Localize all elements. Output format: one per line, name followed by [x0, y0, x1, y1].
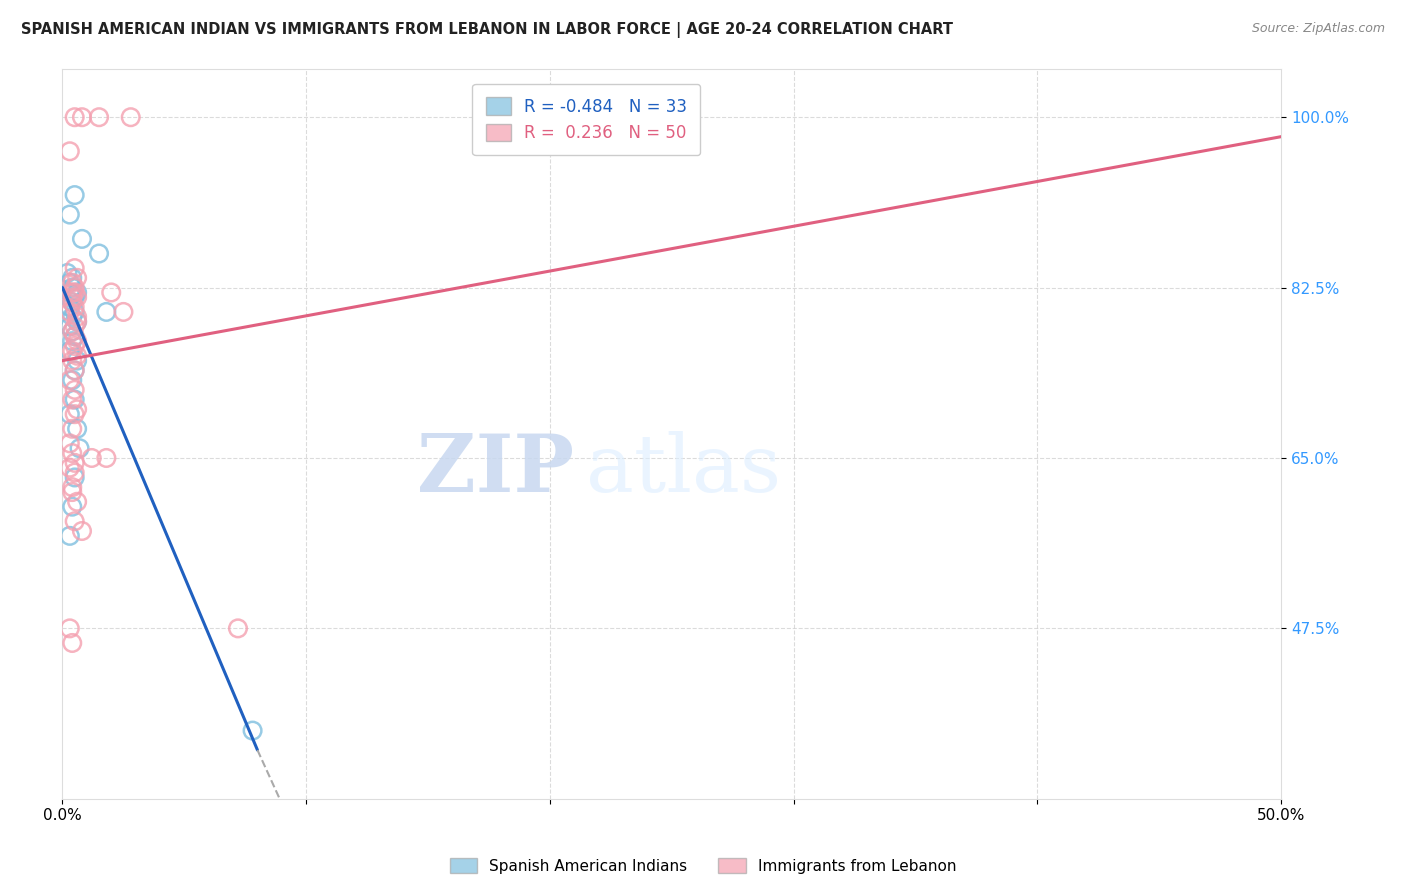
Text: Source: ZipAtlas.com: Source: ZipAtlas.com: [1251, 22, 1385, 36]
Point: [100, 285, 122, 300]
Point: [60, 343, 83, 358]
Point: [63, 261, 86, 276]
Point: [60, 636, 83, 650]
Point: [66, 270, 89, 285]
Point: [59, 208, 82, 222]
Point: [226, 621, 249, 635]
Point: [66, 310, 89, 324]
Point: [59, 373, 82, 387]
Point: [63, 285, 86, 300]
Point: [63, 329, 86, 343]
Point: [59, 305, 82, 319]
Point: [120, 110, 142, 124]
Point: [66, 315, 89, 329]
Point: [63, 392, 86, 407]
Point: [66, 349, 89, 363]
Point: [59, 145, 82, 159]
Point: [59, 621, 82, 635]
Point: [59, 529, 82, 543]
Point: [60, 280, 83, 294]
Point: [63, 363, 86, 377]
Point: [60, 325, 83, 339]
Point: [70, 232, 93, 246]
Point: [66, 402, 89, 417]
Point: [63, 466, 86, 480]
Point: [112, 305, 135, 319]
Point: [63, 339, 86, 353]
Point: [69, 442, 91, 456]
Point: [63, 280, 86, 294]
Point: [63, 188, 86, 202]
Point: [96, 305, 118, 319]
Point: [70, 524, 93, 538]
Point: [60, 446, 83, 460]
Point: [59, 343, 82, 358]
Point: [60, 422, 83, 436]
Point: [60, 276, 83, 290]
Point: [59, 285, 82, 300]
Point: [66, 353, 89, 368]
Point: [66, 334, 89, 348]
Point: [59, 276, 82, 290]
Point: [63, 110, 86, 124]
Point: [63, 456, 86, 470]
Point: [63, 329, 86, 343]
Point: [63, 407, 86, 421]
Point: [63, 514, 86, 528]
Point: [87, 110, 110, 124]
Point: [60, 480, 83, 494]
Point: [60, 310, 83, 324]
Legend: R = -0.484   N = 33, R =  0.236   N = 50: R = -0.484 N = 33, R = 0.236 N = 50: [472, 84, 700, 155]
Point: [60, 485, 83, 500]
Point: [66, 290, 89, 304]
Text: atlas: atlas: [586, 431, 782, 509]
Point: [59, 436, 82, 450]
Point: [59, 460, 82, 475]
Point: [63, 470, 86, 484]
Point: [59, 407, 82, 421]
Point: [60, 270, 83, 285]
Point: [60, 500, 83, 514]
Point: [59, 319, 82, 334]
Legend: Spanish American Indians, Immigrants from Lebanon: Spanish American Indians, Immigrants fro…: [443, 852, 963, 880]
Point: [242, 723, 264, 738]
Point: [66, 285, 89, 300]
Point: [66, 495, 89, 509]
Point: [60, 334, 83, 348]
Point: [96, 450, 118, 465]
Point: [63, 319, 86, 334]
Point: [56, 266, 79, 280]
Point: [60, 295, 83, 310]
Point: [63, 300, 86, 314]
Point: [80, 450, 103, 465]
Point: [63, 383, 86, 397]
Point: [60, 295, 83, 310]
Point: [60, 325, 83, 339]
Point: [60, 290, 83, 304]
Point: [87, 246, 110, 260]
Point: [66, 315, 89, 329]
Text: SPANISH AMERICAN INDIAN VS IMMIGRANTS FROM LEBANON IN LABOR FORCE | AGE 20-24 CO: SPANISH AMERICAN INDIAN VS IMMIGRANTS FR…: [21, 22, 953, 38]
Text: ZIP: ZIP: [418, 431, 574, 509]
Point: [63, 290, 86, 304]
Point: [70, 110, 93, 124]
Point: [63, 305, 86, 319]
Point: [60, 392, 83, 407]
Point: [63, 363, 86, 377]
Point: [59, 300, 82, 314]
Point: [66, 422, 89, 436]
Point: [60, 373, 83, 387]
Point: [60, 353, 83, 368]
Point: [60, 285, 83, 300]
